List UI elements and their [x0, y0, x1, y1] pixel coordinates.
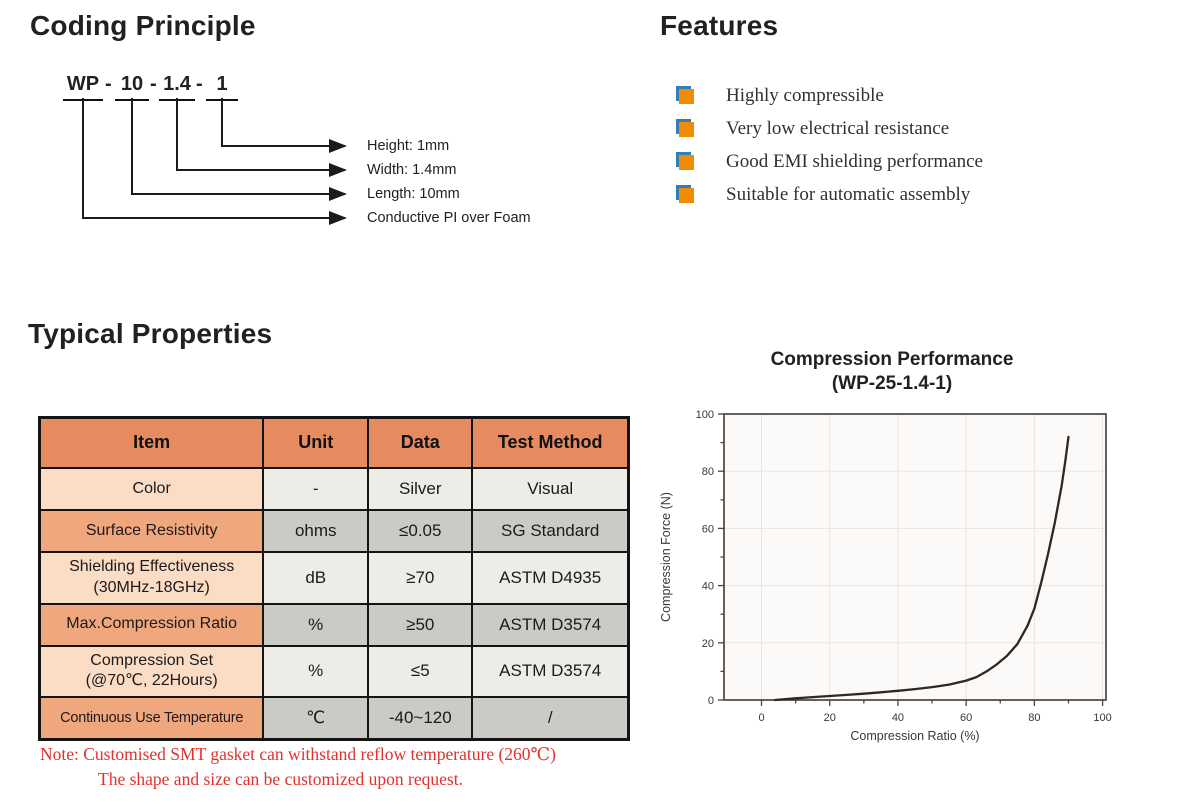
unit-cell: - [262, 467, 370, 511]
data-cell: ≤0.05 [367, 509, 474, 553]
connector-width [176, 98, 347, 177]
unit-cell: % [262, 644, 370, 699]
square-bullet-icon [679, 88, 694, 104]
code-meaning-label: Height: 1mm [367, 138, 450, 154]
feature-text: Highly compressible [726, 85, 884, 106]
connector-foam [82, 98, 347, 225]
feature-text: Suitable for automatic assembly [726, 184, 971, 205]
square-bullet-icon [679, 187, 694, 203]
unit-cell: ohms [262, 509, 370, 553]
svg-text:60: 60 [702, 523, 714, 535]
coding-principle-title: Coding Principle [30, 10, 256, 41]
svg-text:0: 0 [708, 695, 714, 707]
note: Note: Customised SMT gasket can withstan… [40, 742, 556, 793]
x-axis-label: Compression Ratio (%) [850, 729, 979, 743]
svg-text:20: 20 [824, 712, 836, 724]
coding-connector-lines [82, 98, 347, 225]
column-header: Unit [262, 416, 370, 469]
table-row: Surface Resistivity ohms ≤0.05 SG Standard [38, 509, 630, 553]
item-cell: Max.Compression Ratio [38, 602, 265, 647]
method-cell: Visual [471, 467, 630, 511]
compression-curve [774, 435, 1070, 701]
coding-diagram: WP 10 1.4 1- - - Height: 1mm Width: 1.4mm Lengt… [30, 68, 610, 243]
feature-text: Good EMI shielding performance [726, 151, 983, 172]
feature-text: Very low electrical resistance [726, 118, 950, 139]
connector-height [221, 98, 347, 153]
note-line-2: The shape and size can be customized upo… [98, 769, 463, 790]
chart-title: Compression Performance (WP-25-1.4-1) [652, 348, 1132, 396]
svg-text:100: 100 [1093, 712, 1111, 724]
item-cell: Surface Resistivity [38, 509, 265, 553]
column-header: Data [367, 416, 474, 469]
note-line-1: Note: Customised SMT gasket can withstan… [40, 744, 556, 764]
table-row: Shielding Effectiveness (30MHz-18GHz) dB ≥… [38, 551, 630, 605]
properties-table: Item Unit Data Test Method Color - Silver Visu… [38, 416, 630, 742]
item-cell: Continuous Use Temperature [38, 696, 265, 741]
code-separator: - [150, 73, 157, 95]
method-cell: ASTM D3574 [471, 644, 630, 699]
data-cell: ≥50 [367, 602, 474, 647]
feature-item: Suitable for automatic assembly [676, 184, 983, 205]
svg-text:20: 20 [702, 637, 714, 649]
code-meaning-label: Length: 10mm [367, 186, 460, 202]
svg-text:60: 60 [960, 712, 972, 724]
method-cell: / [471, 696, 630, 741]
table-row: Max.Compression Ratio% ≥50 ASTM D3574 [38, 602, 630, 647]
plot-area [724, 413, 1106, 700]
chart-title-line1: Compression Performance [770, 349, 1014, 370]
item-cell: Color [38, 467, 265, 511]
code-meaning-label: Conductive PI over Foam [367, 210, 531, 226]
table-row: Color - Silver Visual [38, 467, 630, 511]
data-cell: -40~120 [367, 696, 474, 741]
unit-cell: dB [262, 551, 370, 605]
typical-properties-title: Typical Properties [28, 318, 273, 349]
data-cell: ≤5 [367, 644, 474, 699]
compression-chart: 0 20 40 60 80 100 0 20 40 60 80 100 Compression Rati… [659, 409, 1112, 743]
svg-text:100: 100 [696, 409, 714, 421]
method-cell: SG Standard [471, 509, 630, 553]
compression-chart-box: Compression Performance (WP-25-1.4-1) 0 2… [652, 348, 1132, 754]
item-cell: Compression Set (@70℃, 22Hours) [38, 644, 265, 699]
method-cell: ASTM D4935 [471, 551, 630, 605]
code-separator: - [196, 73, 203, 95]
code-meaning-label: Width: 1.4mm [367, 162, 457, 178]
feature-item: Very low electrical resistance [676, 118, 983, 139]
method-cell: ASTM D3574 [471, 602, 630, 647]
svg-text:40: 40 [892, 712, 904, 724]
y-axis-label: Compression Force (N) [659, 492, 673, 622]
features-title: Features [660, 10, 779, 41]
column-header: Item [38, 416, 265, 469]
data-cell: ≥70 [367, 551, 474, 605]
column-header: Test Method [471, 416, 630, 469]
feature-item: Good EMI shielding performance [676, 151, 983, 172]
square-bullet-icon [679, 154, 694, 170]
header-row: Item Unit Data Test Method [38, 416, 630, 469]
features-list: Highly compressible Very low electrical r… [676, 85, 983, 220]
svg-text:40: 40 [702, 580, 714, 592]
data-cell: Silver [367, 467, 474, 511]
table-row: Compression Set (@70℃, 22Hours)% ≤5 ASTM D… [38, 644, 630, 699]
table-row: Continuous Use Temperature ℃ -40~120/ [38, 696, 630, 741]
feature-item: Highly compressible [676, 85, 983, 106]
svg-text:80: 80 [702, 466, 714, 478]
unit-cell: % [262, 602, 370, 647]
unit-cell: ℃ [262, 696, 370, 741]
svg-text:0: 0 [758, 712, 764, 724]
code-separator: - [105, 73, 112, 95]
square-bullet-icon [679, 121, 694, 137]
chart-title-line2: (WP-25-1.4-1) [831, 372, 953, 394]
svg-text:80: 80 [1028, 712, 1040, 724]
item-cell: Shielding Effectiveness (30MHz-18GHz) [38, 551, 265, 605]
connector-length [131, 98, 347, 201]
